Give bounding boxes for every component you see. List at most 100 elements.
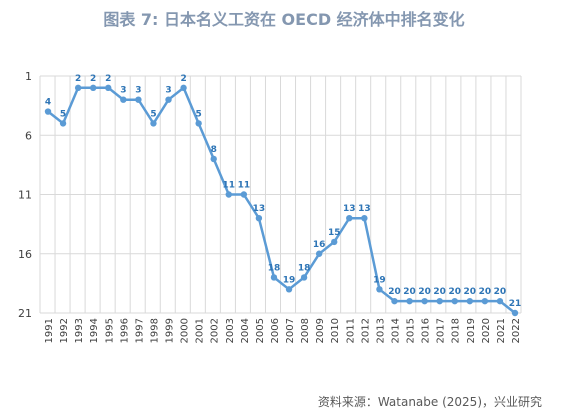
x-tick-label: 2004 <box>240 318 251 343</box>
data-point <box>74 84 82 92</box>
data-point <box>481 297 489 305</box>
data-label: 16 <box>313 240 326 250</box>
data-point <box>270 274 278 281</box>
data-point <box>315 250 323 257</box>
x-tick-label: 2021 <box>496 318 507 343</box>
data-point <box>165 96 172 103</box>
data-point <box>376 286 383 293</box>
data-point <box>285 286 293 293</box>
data-point <box>300 274 308 281</box>
x-tick-label: 1994 <box>89 318 100 343</box>
data-point <box>135 96 142 103</box>
x-tick-label: 2019 <box>466 318 477 343</box>
data-label: 20 <box>418 287 431 297</box>
x-tick-label: 2014 <box>390 318 401 343</box>
data-point <box>105 84 112 92</box>
data-point <box>496 297 504 305</box>
source-note: 资料来源：Watanabe (2025)，兴业研究 <box>317 395 542 409</box>
data-label: 5 <box>196 109 202 119</box>
x-tick-label: 1991 <box>44 318 55 343</box>
data-point <box>391 297 398 305</box>
data-label: 11 <box>238 181 251 191</box>
x-tick-label: 1997 <box>134 318 145 343</box>
x-tick-label: 2013 <box>375 318 386 343</box>
data-label: 19 <box>373 275 386 285</box>
x-tick-label: 1999 <box>165 318 176 343</box>
x-tick-label: 2008 <box>300 318 311 343</box>
data-point <box>210 155 217 163</box>
data-label: 21 <box>509 299 522 309</box>
x-tick-label: 2003 <box>225 318 236 343</box>
data-label: 19 <box>283 275 296 285</box>
data-point <box>44 108 52 115</box>
series-line <box>47 85 516 314</box>
data-point <box>225 191 232 198</box>
data-point <box>150 120 157 127</box>
x-tick-label: 2018 <box>451 318 462 343</box>
data-point <box>451 297 458 305</box>
data-label: 20 <box>479 287 492 297</box>
x-tick-label: 1992 <box>59 318 70 343</box>
data-point <box>89 84 97 92</box>
data-point <box>331 238 338 246</box>
x-tick-label: 1996 <box>119 318 130 343</box>
x-tick-label: 2011 <box>345 318 356 343</box>
data-point <box>180 84 187 92</box>
data-label: 20 <box>464 287 477 297</box>
data-label: 20 <box>403 287 416 297</box>
x-tick-label: 2001 <box>195 318 206 343</box>
x-tick-label: 2009 <box>315 318 326 343</box>
data-label: 18 <box>268 263 281 273</box>
data-point <box>240 191 248 198</box>
y-tick-label: 16 <box>18 248 32 261</box>
data-label: 2 <box>105 74 111 84</box>
x-tick-label: 2012 <box>360 318 371 343</box>
x-tick-label: 2002 <box>210 318 221 343</box>
data-label: 5 <box>150 109 156 119</box>
data-label: 11 <box>223 181 236 191</box>
data-point <box>346 215 353 222</box>
x-axis-ticks: 1991 1992 1993 1994 1995 1996 1997 1998 1999 2000… <box>44 318 522 343</box>
data-label: 18 <box>298 263 311 273</box>
data-label: 3 <box>135 86 141 96</box>
x-tick-label: 2007 <box>285 318 296 343</box>
data-label: 2 <box>180 74 186 84</box>
x-tick-label: 1995 <box>104 318 115 343</box>
x-tick-label: 1993 <box>74 318 85 343</box>
data-label: 8 <box>211 145 217 155</box>
data-label: 20 <box>388 287 401 297</box>
data-label: 3 <box>165 86 171 96</box>
x-tick-label: 2005 <box>255 318 266 343</box>
x-tick-label: 2022 <box>511 318 522 343</box>
x-tick-label: 1998 <box>149 318 160 343</box>
data-label: 2 <box>75 74 81 84</box>
x-tick-label: 2010 <box>330 318 341 343</box>
data-points <box>44 84 519 317</box>
data-label: 20 <box>448 287 461 297</box>
x-tick-label: 2020 <box>481 318 492 343</box>
x-tick-label: 2015 <box>406 318 417 343</box>
data-point <box>511 309 519 317</box>
data-point <box>421 297 428 305</box>
data-label: 13 <box>358 204 371 214</box>
x-tick-label: 2016 <box>421 318 432 343</box>
data-point <box>436 297 443 305</box>
y-tick-label: 1 <box>25 70 32 83</box>
y-tick-label: 21 <box>18 307 32 320</box>
data-label: 5 <box>60 109 66 119</box>
data-label: 20 <box>494 287 507 297</box>
data-point <box>255 215 263 222</box>
gridlines <box>39 75 522 314</box>
data-label: 3 <box>120 86 126 96</box>
data-point <box>406 297 413 305</box>
data-label: 2 <box>90 74 96 84</box>
x-tick-label: 2017 <box>436 318 447 343</box>
x-tick-label: 2000 <box>180 318 191 343</box>
data-label: 13 <box>343 204 356 214</box>
data-label: 13 <box>253 204 266 214</box>
x-tick-label: 2006 <box>270 318 281 343</box>
data-point <box>59 120 67 127</box>
y-tick-label: 11 <box>18 189 32 202</box>
